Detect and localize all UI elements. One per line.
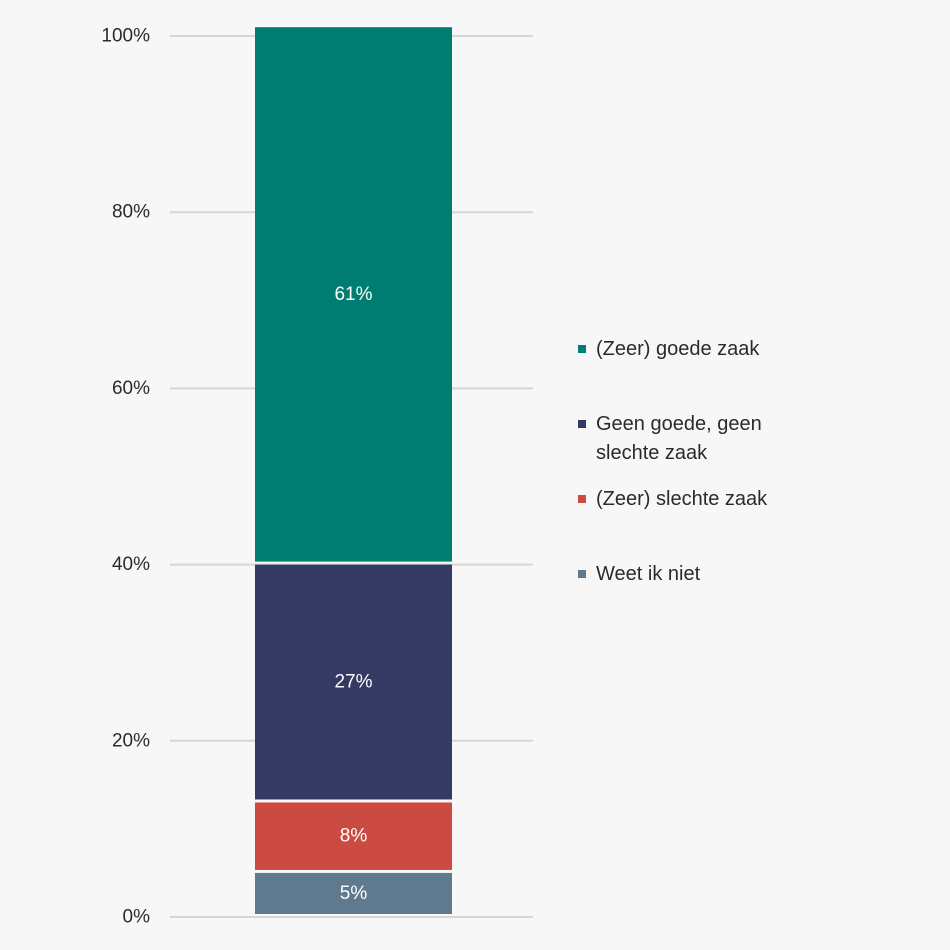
data-label: 27% — [334, 672, 372, 693]
legend-item: Weet ik niet — [578, 563, 701, 585]
y-tick-label: 60% — [112, 378, 150, 399]
y-axis: 0% 20% 40% 60% 80% 100% — [101, 26, 150, 928]
y-tick-label: 80% — [112, 202, 150, 223]
legend-swatch — [578, 570, 586, 578]
y-tick-label: 20% — [112, 730, 150, 751]
bar-segment — [255, 27, 452, 562]
bar-segments — [255, 27, 452, 914]
legend: (Zeer) goede zaak Geen goede, geen slechte… — [578, 338, 768, 585]
legend-label: slechte zaak — [596, 442, 708, 464]
legend-item: (Zeer) goede zaak — [578, 338, 760, 360]
legend-label: (Zeer) goede zaak — [596, 338, 760, 360]
data-label: 8% — [340, 826, 368, 847]
legend-label: (Zeer) slechte zaak — [596, 488, 768, 510]
legend-label: Weet ik niet — [596, 563, 701, 585]
bar-segment — [255, 564, 452, 800]
data-label: 5% — [340, 883, 368, 904]
legend-swatch — [578, 345, 586, 353]
legend-item: (Zeer) slechte zaak — [578, 488, 768, 510]
legend-label: Geen goede, geen — [596, 413, 762, 435]
legend-swatch — [578, 420, 586, 428]
data-label: 61% — [334, 284, 372, 305]
bar-segment — [255, 872, 452, 914]
y-tick-label: 100% — [101, 26, 150, 47]
y-tick-label: 40% — [112, 554, 150, 575]
bar-segment — [255, 802, 452, 870]
y-tick-label: 0% — [123, 907, 151, 928]
legend-item: Geen goede, geen slechte zaak — [578, 413, 762, 464]
legend-swatch — [578, 495, 586, 503]
data-labels: 5% 8% 27% 61% — [334, 284, 372, 904]
